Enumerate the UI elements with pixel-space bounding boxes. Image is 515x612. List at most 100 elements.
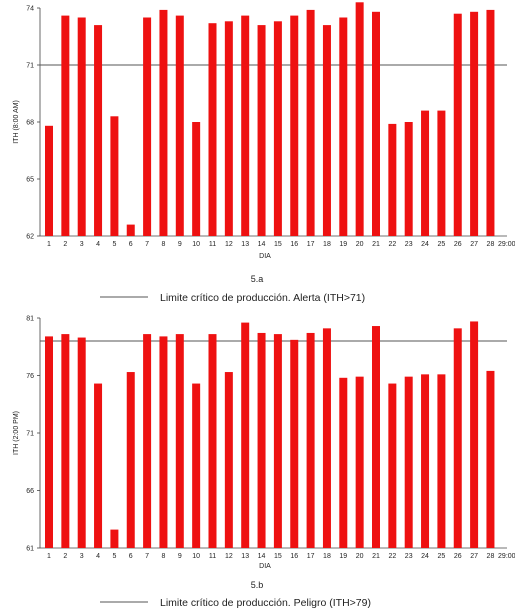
bar xyxy=(437,110,446,236)
bar xyxy=(110,529,119,548)
bar xyxy=(110,116,119,236)
x-tick-label: 14 xyxy=(258,241,266,248)
bar xyxy=(372,11,380,236)
x-tick-label: 18 xyxy=(323,553,331,560)
x-tick-label: 2 xyxy=(63,553,67,560)
x-tick-label: 20 xyxy=(356,241,364,248)
bars xyxy=(45,2,495,237)
x-tick-label: 12 xyxy=(225,241,233,248)
x-tick-label: 24 xyxy=(421,553,429,560)
bar xyxy=(77,337,86,548)
bar xyxy=(486,370,495,548)
bar xyxy=(175,334,184,548)
y-tick-label: 71 xyxy=(26,431,34,438)
x-tick-label: 9 xyxy=(178,241,182,248)
x-tick-label: 8 xyxy=(161,553,165,560)
bar xyxy=(486,9,495,237)
x-tick-label: 15 xyxy=(274,241,282,248)
bar xyxy=(257,332,266,548)
x-ticks: 1 2 3 4 5 6 7 8 9 10 11 12 13 14 15 16 17 18 19 20 21 22 23 24 2… xyxy=(47,553,515,560)
bar xyxy=(453,13,462,237)
bar xyxy=(143,334,152,548)
bar xyxy=(159,336,168,548)
bar xyxy=(143,17,152,236)
x-tick-label: 25 xyxy=(438,553,446,560)
bar xyxy=(257,25,266,236)
bar xyxy=(241,322,250,548)
bar xyxy=(159,9,168,237)
x-tick-label: 5 xyxy=(112,241,116,248)
bar xyxy=(339,377,348,548)
y-tick-label: 81 xyxy=(26,316,34,323)
y-tick-label: 65 xyxy=(26,177,34,184)
y-tick-label: 74 xyxy=(26,6,34,13)
bar xyxy=(126,372,135,548)
x-tick-label: 17 xyxy=(307,553,315,560)
bar xyxy=(421,374,430,548)
bar xyxy=(437,374,446,548)
bar xyxy=(421,110,430,236)
x-tick-label: 29:00 xyxy=(498,553,515,560)
bar xyxy=(224,372,233,548)
y-tick-label: 71 xyxy=(26,63,34,70)
bar xyxy=(45,125,53,236)
x-axis-label: DIA xyxy=(259,253,271,260)
x-tick-label: 4 xyxy=(96,553,100,560)
bar xyxy=(126,224,135,236)
bar xyxy=(388,123,397,236)
x-tick-label: 10 xyxy=(192,553,200,560)
x-tick-label: 1 xyxy=(47,241,51,248)
x-tick-label: 18 xyxy=(323,241,331,248)
bar xyxy=(388,383,397,548)
bar xyxy=(61,15,70,236)
x-axis-label: DIA xyxy=(259,563,271,570)
bar xyxy=(241,15,250,236)
bar xyxy=(453,328,462,548)
bar xyxy=(224,21,233,236)
x-tick-label: 11 xyxy=(209,553,216,560)
x-tick-label: 28 xyxy=(487,553,495,560)
x-tick-label: 10 xyxy=(192,241,200,248)
bar xyxy=(273,334,282,548)
x-tick-label: 26 xyxy=(454,241,462,248)
x-tick-label: 29:00 xyxy=(498,241,515,248)
x-tick-label: 3 xyxy=(80,241,84,248)
x-tick-label: 24 xyxy=(421,241,429,248)
x-tick-label: 17 xyxy=(307,241,315,248)
y-tick-label: 62 xyxy=(26,234,34,241)
x-tick-label: 26 xyxy=(454,553,462,560)
x-tick-label: 11 xyxy=(209,241,216,248)
x-tick-label: 3 xyxy=(80,553,84,560)
x-tick-label: 13 xyxy=(241,553,249,560)
chart-caption: 5.b xyxy=(251,580,264,590)
y-tick-label: 76 xyxy=(26,373,34,380)
x-tick-label: 21 xyxy=(372,241,380,248)
bar xyxy=(404,376,413,548)
x-tick-label: 21 xyxy=(372,553,380,560)
x-tick-label: 1 xyxy=(47,553,51,560)
bar xyxy=(61,334,70,548)
bar xyxy=(208,334,217,548)
x-tick-label: 25 xyxy=(438,241,446,248)
bar xyxy=(355,2,364,236)
bar xyxy=(355,376,364,548)
x-tick-label: 7 xyxy=(145,241,149,248)
x-tick-label: 7 xyxy=(145,553,149,560)
bar xyxy=(322,25,331,236)
bar xyxy=(339,17,348,236)
bar xyxy=(306,332,315,548)
y-tick-label: 68 xyxy=(26,120,34,127)
bar xyxy=(290,339,299,548)
bar xyxy=(45,336,53,548)
bar xyxy=(372,326,380,548)
x-tick-label: 27 xyxy=(470,241,478,248)
bar xyxy=(94,25,103,236)
x-tick-label: 13 xyxy=(241,241,249,248)
bar xyxy=(470,11,479,236)
x-tick-label: 23 xyxy=(405,241,413,248)
x-tick-label: 28 xyxy=(487,241,495,248)
